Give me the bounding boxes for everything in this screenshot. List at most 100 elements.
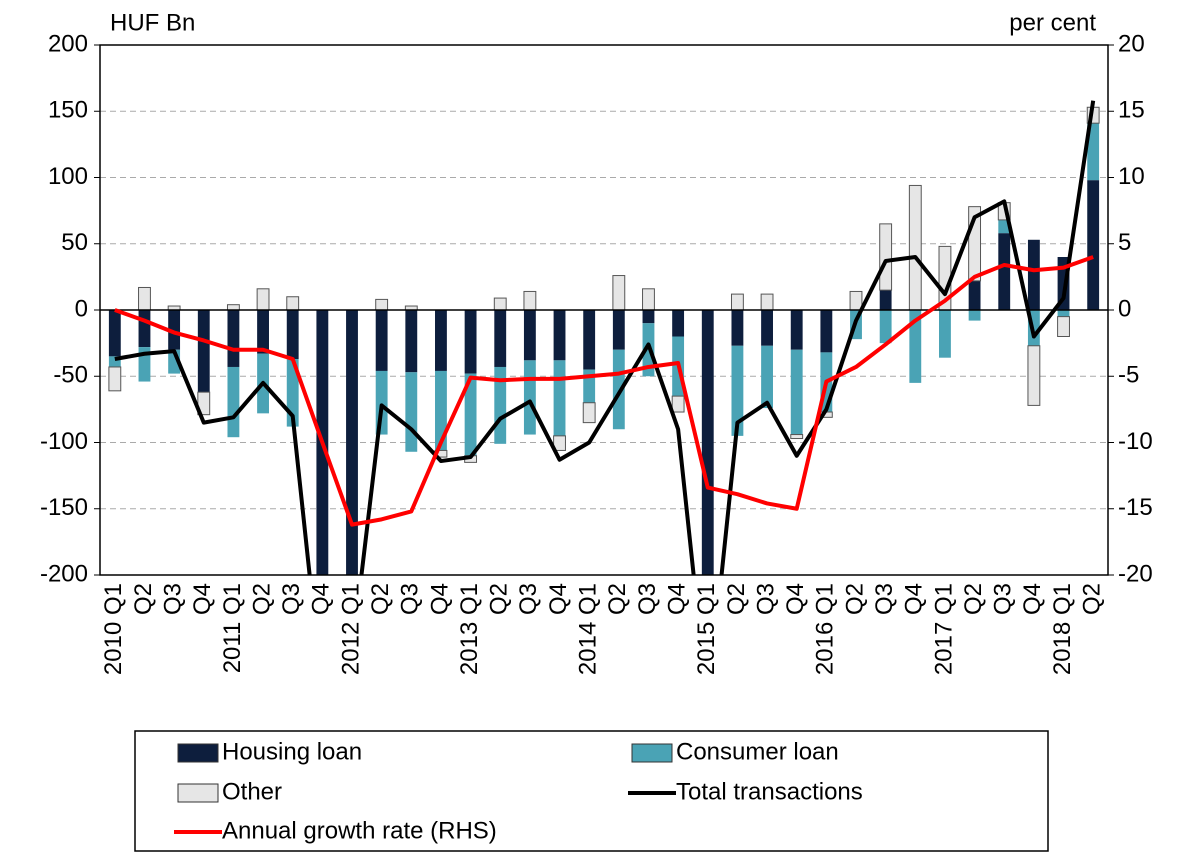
bar xyxy=(1027,239,1040,310)
bar xyxy=(642,288,655,311)
x-tick-label: Q3 xyxy=(278,583,305,615)
x-tick-label: 2016 Q1 xyxy=(812,583,839,675)
bar xyxy=(583,369,596,403)
x-tick-label: Q3 xyxy=(159,583,186,615)
bar xyxy=(879,290,892,310)
line xyxy=(114,100,1096,575)
bar xyxy=(375,310,388,371)
x-tick-label: Q2 xyxy=(1079,583,1106,615)
line xyxy=(114,255,1094,527)
bar xyxy=(523,290,537,311)
bar xyxy=(464,373,477,456)
bar xyxy=(226,304,240,311)
bar xyxy=(1057,310,1070,317)
y-tick-label: -50 xyxy=(53,362,88,389)
x-tick-label: Q2 xyxy=(960,583,987,615)
legend-label: Housing loan xyxy=(222,738,362,765)
bar xyxy=(553,310,566,361)
y2-tick-label: -15 xyxy=(1118,494,1153,521)
bar xyxy=(493,297,507,311)
bar xyxy=(286,310,299,360)
y-tick-label: -200 xyxy=(40,560,88,587)
x-tick-label: Q4 xyxy=(545,583,572,615)
bar xyxy=(405,372,418,452)
bar xyxy=(790,310,803,350)
x-tick-label: 2015 Q1 xyxy=(693,583,720,675)
x-tick-label: Q4 xyxy=(1019,583,1046,615)
bar xyxy=(138,286,151,311)
bar xyxy=(731,345,744,436)
x-tick-label: 2011 Q1 xyxy=(219,583,246,673)
bar xyxy=(701,310,714,575)
y2-tick-label: -10 xyxy=(1118,428,1153,455)
bar xyxy=(879,310,892,344)
bar xyxy=(998,233,1011,310)
y2-tick-label: 15 xyxy=(1118,97,1145,124)
x-tick-label: Q2 xyxy=(723,583,750,615)
x-tick-label: Q2 xyxy=(367,583,394,615)
bar xyxy=(168,310,181,350)
bar xyxy=(790,434,804,440)
y2-tick-label: -20 xyxy=(1118,560,1153,587)
bar xyxy=(405,310,418,373)
x-tick-label: Q4 xyxy=(308,583,335,615)
bar xyxy=(879,223,893,291)
bar xyxy=(435,370,447,451)
bar xyxy=(553,435,566,451)
bar xyxy=(612,349,625,430)
bar xyxy=(731,310,744,346)
bar xyxy=(138,347,151,382)
y-tick-label: -150 xyxy=(40,494,88,521)
x-tick-label: 2010 Q1 xyxy=(100,583,127,675)
bar xyxy=(939,310,951,358)
y-tick-label: 50 xyxy=(61,229,88,256)
y-axis-title: HUF Bn xyxy=(110,9,195,36)
bar xyxy=(256,288,270,311)
bar xyxy=(1057,257,1070,310)
bar xyxy=(1027,345,1041,406)
x-tick-label: Q2 xyxy=(486,583,513,615)
x-tick-label: Q4 xyxy=(782,583,809,615)
bar xyxy=(583,310,596,370)
bar xyxy=(908,184,922,311)
bar xyxy=(108,356,121,367)
x-tick-label: 2013 Q1 xyxy=(456,583,483,675)
legend xyxy=(134,730,1049,852)
y2-axis-title: per cent xyxy=(1009,9,1096,36)
bar xyxy=(998,219,1011,234)
bar xyxy=(108,366,122,392)
y-tick-label: -100 xyxy=(40,428,88,455)
bar xyxy=(375,370,388,435)
bar xyxy=(612,275,626,311)
bar xyxy=(346,310,358,575)
bar xyxy=(464,310,477,374)
bar xyxy=(820,310,833,353)
bar xyxy=(968,280,981,310)
bar xyxy=(523,310,536,361)
x-tick-label: Q3 xyxy=(990,583,1017,615)
y-tick-label: 100 xyxy=(48,163,88,190)
legend-swatch xyxy=(631,743,673,763)
bar xyxy=(790,349,803,435)
x-tick-label: 2017 Q1 xyxy=(930,583,957,675)
x-tick-label: Q3 xyxy=(871,583,898,615)
bar xyxy=(761,310,773,346)
legend-swatch xyxy=(177,743,219,763)
legend-label: Other xyxy=(222,778,282,805)
x-tick-label: Q4 xyxy=(901,583,928,615)
legend-label: Total transactions xyxy=(676,778,863,805)
bar xyxy=(286,296,300,311)
bar xyxy=(108,310,121,357)
y-tick-label: 0 xyxy=(75,295,88,322)
x-tick-label: Q2 xyxy=(604,583,631,615)
bar xyxy=(286,359,299,427)
bar xyxy=(494,366,507,444)
bar xyxy=(1087,180,1100,310)
x-tick-label: Q4 xyxy=(189,583,216,615)
bar xyxy=(227,310,240,367)
bar xyxy=(642,310,655,324)
bar xyxy=(553,360,566,436)
bar xyxy=(168,349,181,374)
legend-swatch xyxy=(177,783,219,803)
